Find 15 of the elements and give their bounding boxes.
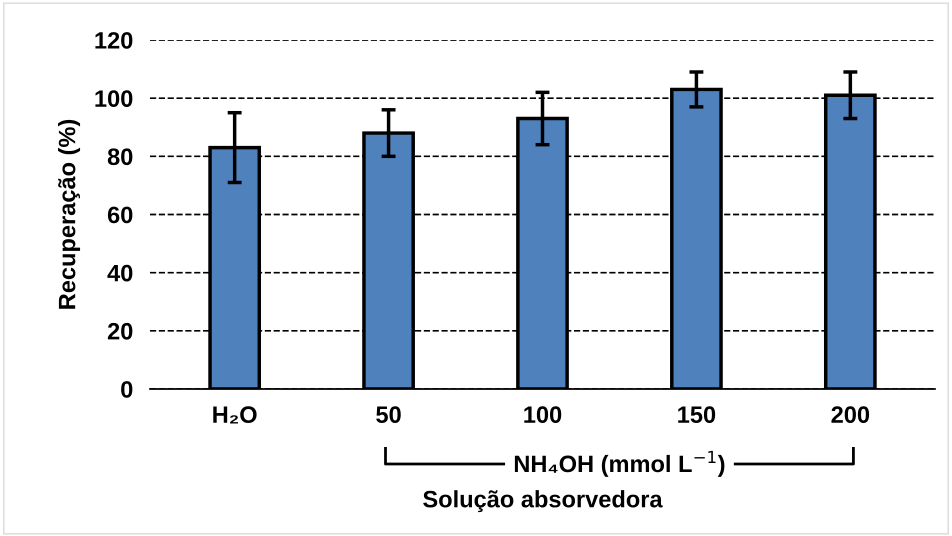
x-axis-title: Solução absorvedora (423, 490, 663, 512)
x-tick-label: 100 (524, 406, 562, 424)
y-tick-label: 100 (95, 90, 132, 107)
y-tick-label: 120 (95, 32, 132, 49)
x-tick-label: 200 (831, 406, 870, 424)
y-tick-label: 40 (107, 264, 132, 282)
y-axis-title: Recuperação (%) (58, 120, 80, 309)
y-tick-label: 80 (108, 148, 132, 166)
text: NH₄OH (mmol L$^{−1}$) (514, 450, 724, 477)
y-tick-label: 60 (108, 206, 132, 224)
y-tick-label: 20 (108, 322, 132, 340)
x-tick-label: 150 (678, 406, 716, 424)
y-tick-label: 0 (121, 381, 132, 398)
x-tick-label: 50 (376, 406, 401, 424)
x-tick-label: H₂O (213, 406, 257, 424)
